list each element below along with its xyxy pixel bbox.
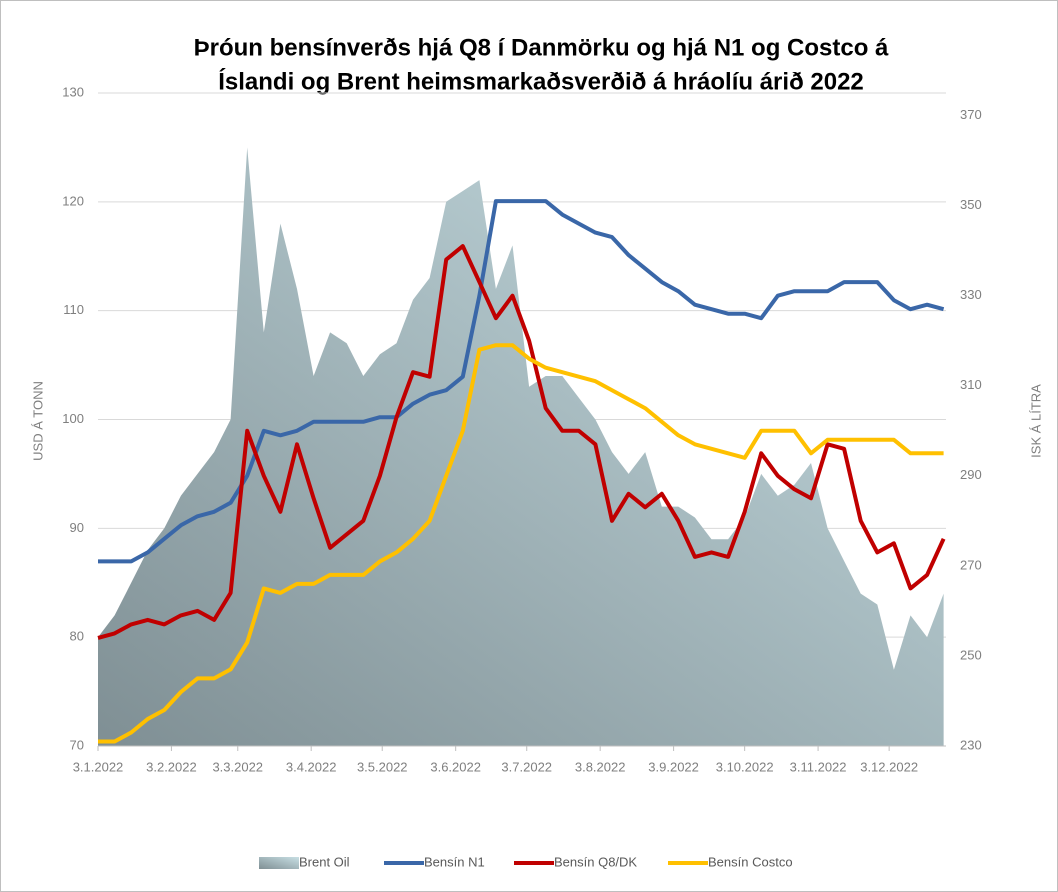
chart-title: Þróun bensínverðs hjá Q8 í Danmörku og h… [194, 34, 889, 61]
legend-label: Bensín N1 [424, 854, 485, 869]
y-tick-label: 90 [70, 520, 84, 535]
legend-label: Brent Oil [299, 854, 350, 869]
y-tick-label: 120 [62, 193, 84, 208]
x-tick-label: 3.8.2022 [575, 759, 626, 774]
x-tick-label: 3.4.2022 [286, 759, 337, 774]
legend-label: Bensín Costco [708, 854, 793, 869]
y-tick-label: 130 [62, 84, 84, 99]
y-tick-label: 80 [70, 629, 84, 644]
line [98, 343, 944, 744]
legend-swatch [259, 857, 299, 869]
y2-axis-label: ISK Á LÍTRA [1028, 384, 1043, 458]
y2-tick-label: 370 [960, 107, 982, 122]
y2-tick-label: 330 [960, 287, 982, 302]
x-tick-label: 3.7.2022 [501, 759, 552, 774]
y-tick-label: 100 [62, 411, 84, 426]
area [98, 147, 944, 746]
legend-label: Bensín Q8/DK [554, 854, 637, 869]
y2-tick-label: 270 [960, 557, 982, 572]
y-tick-label: 110 [63, 302, 84, 317]
y2-tick-label: 250 [960, 647, 982, 662]
line [97, 244, 946, 640]
x-tick-label: 3.6.2022 [430, 759, 481, 774]
x-tick-label: 3.9.2022 [648, 759, 699, 774]
x-tick-label: 3.12.2022 [860, 759, 918, 774]
x-tick-label: 3.1.2022 [73, 759, 124, 774]
y2-tick-label: 350 [960, 197, 982, 212]
line [98, 199, 945, 564]
x-tick-label: 3.10.2022 [716, 759, 774, 774]
y-axis-label: USD Á TONN [30, 381, 45, 461]
x-tick-label: 3.11.2022 [790, 759, 847, 774]
x-tick-label: 3.2.2022 [146, 759, 197, 774]
y2-tick-label: 230 [960, 737, 982, 752]
x-tick-label: 3.5.2022 [357, 759, 408, 774]
x-tick-label: 3.3.2022 [212, 759, 263, 774]
chart-title: Íslandi og Brent heimsmarkaðsverðið á hr… [218, 67, 864, 95]
y2-tick-label: 310 [960, 377, 982, 392]
y-tick-label: 70 [70, 737, 84, 752]
y2-tick-label: 290 [960, 467, 982, 482]
